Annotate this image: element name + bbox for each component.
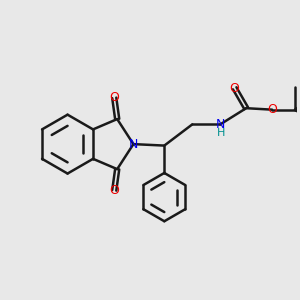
Text: N: N [129,138,138,151]
Text: O: O [109,184,119,197]
Text: O: O [230,82,240,95]
Text: N: N [216,118,225,131]
Text: O: O [109,92,119,104]
Text: O: O [267,103,277,116]
Text: H: H [217,128,225,138]
